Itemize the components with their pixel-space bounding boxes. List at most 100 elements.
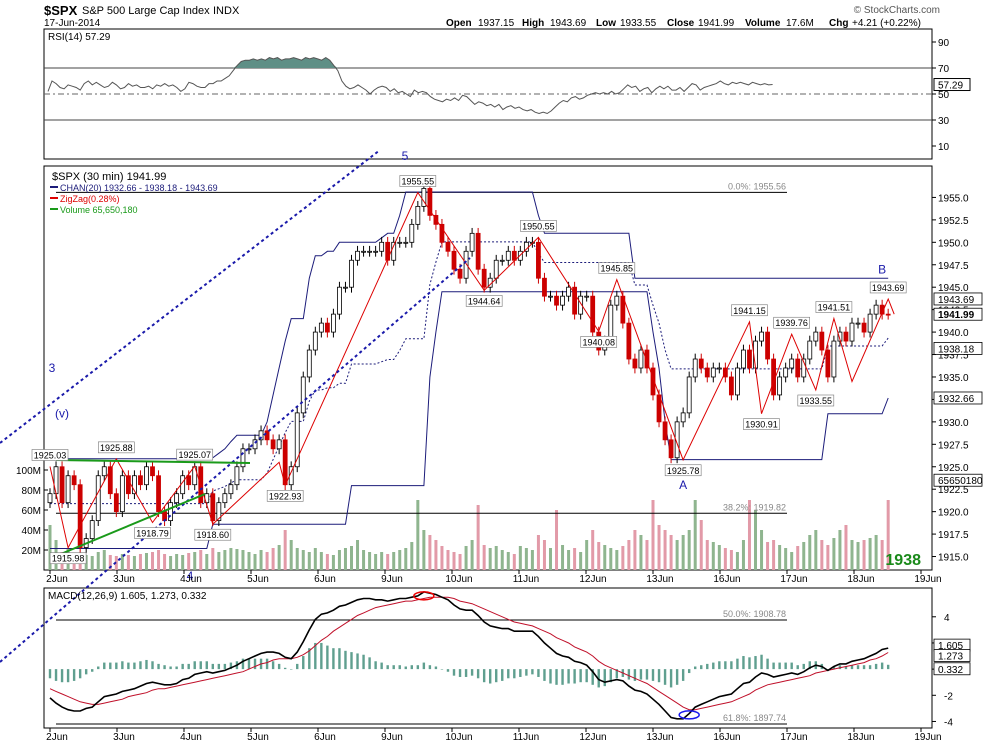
volume-bar: [687, 530, 691, 570]
candle-body: [306, 349, 312, 378]
macd-last-label: 1.273: [938, 651, 963, 662]
zigzag-line: [49, 191, 895, 550]
macd-histogram-bar: [440, 669, 444, 670]
price-label-box: [869, 281, 907, 294]
candle-body: [572, 286, 578, 315]
price-tick-label: 1952.5: [938, 216, 969, 227]
date-label: 18Jun: [847, 574, 874, 585]
candle-body: [337, 286, 342, 315]
rsi-tick-label: 50: [938, 90, 950, 101]
macd-signal-line: [49, 596, 889, 711]
macd-histogram-bar: [790, 662, 793, 670]
macd-histogram-bar: [199, 661, 202, 670]
price-label: 1918.79: [136, 529, 169, 539]
candle-body: [650, 367, 656, 396]
macd-histogram-bar: [603, 669, 606, 687]
candle-body: [819, 331, 825, 351]
macd-histogram-bar: [470, 669, 474, 676]
candle-body: [614, 295, 620, 306]
chg-label: Chg: [829, 18, 848, 29]
macd-histogram-bar: [579, 669, 582, 683]
macd-date-label: 18Jun: [847, 732, 874, 743]
macd-histogram-bar: [283, 667, 287, 670]
macd-histogram-bar: [868, 665, 872, 670]
price-panel: [43, 165, 933, 571]
volume-bar: [132, 556, 136, 570]
macd-histogram-bar: [567, 669, 570, 684]
macd-histogram-bar: [338, 648, 341, 670]
macd-date-label: 2Jun: [46, 732, 68, 743]
macd-histogram-bar: [253, 658, 257, 670]
volume-bar: [356, 540, 360, 570]
candle-body: [638, 349, 644, 369]
candle-body: [367, 250, 372, 253]
candle-body: [71, 475, 77, 486]
candle-body: [813, 331, 819, 342]
macd-histogram-bar: [127, 662, 130, 670]
macd-histogram-bar: [742, 656, 745, 670]
candle-body: [403, 241, 409, 244]
volume-bar: [199, 550, 203, 570]
volume-bar: [108, 555, 112, 570]
candle-body: [240, 448, 246, 468]
macd-date-label: 17Jun: [780, 732, 807, 743]
candle-body: [355, 250, 360, 261]
volume-bar: [615, 550, 619, 570]
price-label-box: [598, 262, 636, 274]
macd-histogram-bar: [434, 666, 438, 670]
candle-body: [481, 268, 487, 288]
close-value: 1941.99: [698, 18, 735, 29]
volume-bar: [410, 542, 414, 570]
macd-histogram-bar: [561, 669, 564, 685]
price-last-label: 1932.66: [938, 394, 975, 405]
macd-tick-label: -2: [944, 691, 953, 702]
price-legend-title: $SPX (30 min) 1941.99: [52, 171, 166, 183]
macd-histogram-bar: [507, 669, 510, 679]
macd-histogram-bar: [543, 669, 546, 681]
candle-body: [252, 439, 258, 450]
candle-body: [144, 466, 149, 486]
macd-histogram-bar: [633, 669, 637, 681]
candle-body: [373, 250, 379, 253]
date-label: 19Jun: [914, 574, 941, 585]
candle-body: [867, 313, 873, 333]
volume-bar: [506, 552, 510, 570]
candle-body: [174, 493, 180, 504]
volume-bar: [603, 545, 607, 570]
price-legend-item: CHAN(20) 1932.66 - 1938.18 - 1943.69: [60, 183, 218, 193]
volume-bar: [663, 530, 667, 570]
volume-bar: [856, 542, 860, 570]
volume-bar: [512, 554, 516, 570]
rsi-legend: RSI(14) 57.29: [48, 32, 111, 43]
price-label-box: [664, 464, 702, 477]
candle-body: [397, 241, 403, 244]
volume-bar: [307, 552, 311, 570]
macd-histogram-bar: [495, 669, 498, 683]
volume-bar: [446, 550, 450, 570]
candle-body: [95, 475, 101, 522]
macd-histogram-bar: [706, 663, 709, 670]
lower-trendline: [0, 257, 471, 663]
macd-histogram-bar: [97, 666, 100, 670]
price-label: 1925.03: [34, 450, 67, 460]
macd-histogram-bar: [585, 669, 588, 683]
volume-bar: [404, 548, 408, 570]
volume-tick-label: 80M: [22, 486, 41, 497]
volume-bar: [651, 500, 655, 570]
price-tick-label: 1950.0: [938, 238, 969, 249]
price-label: 1925.07: [178, 450, 211, 460]
candle-body: [270, 439, 276, 450]
candle-body: [789, 358, 795, 369]
volume-bar: [374, 554, 378, 570]
candle-body: [210, 493, 216, 522]
price-last-label: 65650180: [938, 476, 983, 487]
macd-histogram-bar: [766, 658, 769, 670]
macd-histogram-bar: [880, 662, 884, 670]
macd-histogram-bar: [615, 669, 619, 679]
elliott-wave-label: 4: [187, 569, 194, 583]
macd-histogram-bar: [687, 669, 691, 674]
volume-bar: [820, 540, 824, 570]
price-label-box: [580, 336, 618, 348]
volume-bar: [609, 548, 613, 570]
macd-histogram-bar: [193, 661, 196, 670]
